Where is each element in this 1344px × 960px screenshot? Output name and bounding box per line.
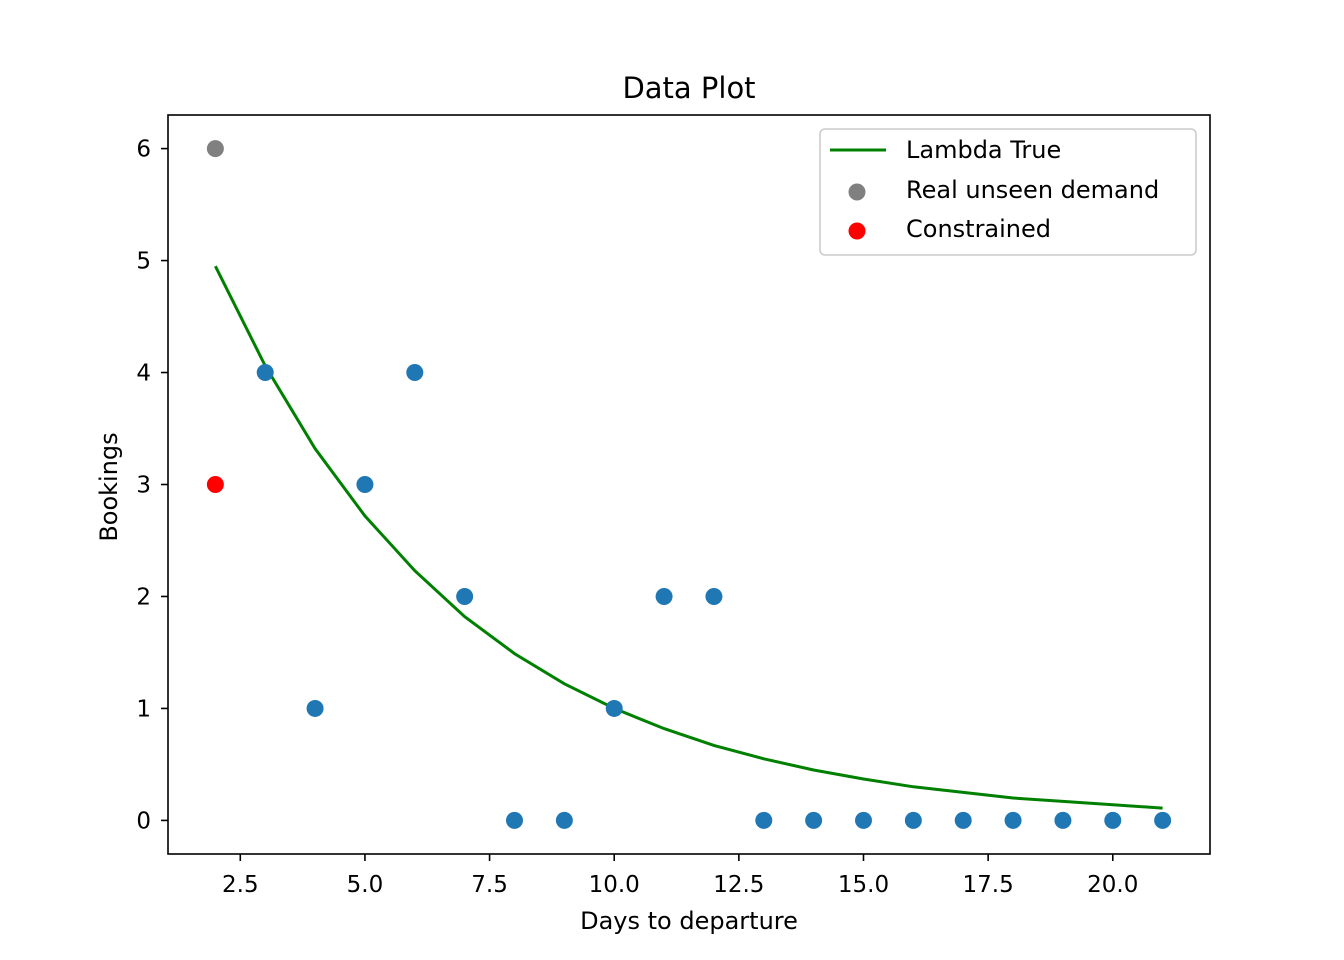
data-point	[655, 587, 673, 605]
y-tick-label: 5	[136, 249, 151, 275]
data-point	[1104, 811, 1122, 829]
x-tick-label: 5.0	[347, 872, 384, 898]
legend-label: Real unseen demand	[906, 176, 1159, 204]
data-point	[605, 699, 623, 717]
data-point	[306, 699, 324, 717]
data-point	[705, 587, 723, 605]
y-tick-label: 0	[136, 808, 151, 834]
data-point	[356, 476, 374, 493]
y-tick-label: 6	[136, 137, 151, 163]
data-point	[854, 811, 872, 829]
data-point	[954, 811, 972, 829]
y-tick-label: 2	[136, 584, 151, 610]
series-line-lambda-true	[214, 265, 1163, 810]
y-axis-label: Bookings	[95, 432, 123, 541]
data-point	[406, 364, 424, 382]
y-tick-label: 4	[136, 361, 151, 387]
legend-dot-marker	[848, 183, 866, 201]
x-tick-label: 20.0	[1087, 872, 1138, 898]
y-tick-label: 3	[136, 473, 151, 499]
x-tick-label: 15.0	[838, 872, 889, 898]
data-point	[506, 811, 524, 829]
data-point	[256, 364, 274, 382]
data-point	[1154, 811, 1172, 829]
data-point	[904, 811, 922, 829]
legend-label: Lambda True	[906, 136, 1061, 164]
x-tick-label: 2.5	[222, 872, 259, 898]
data-point	[755, 811, 773, 829]
x-tick-label: 10.0	[589, 872, 640, 898]
legend: Lambda True Real unseen demand Constrained	[819, 128, 1197, 256]
data-point	[456, 587, 474, 605]
legend-dot-marker	[848, 222, 866, 240]
legend-box	[819, 128, 1197, 256]
plot-area	[206, 140, 1172, 829]
chart-title: Data Plot	[622, 71, 755, 105]
data-point	[206, 140, 224, 158]
x-tick-label: 17.5	[963, 872, 1014, 898]
data-point	[555, 811, 573, 829]
data-point	[1054, 811, 1072, 829]
x-axis: 2.5 5.0 7.5 10.0 12.5 15.0 17.5 20.0	[222, 854, 1138, 898]
data-point	[1004, 811, 1022, 829]
data-point	[805, 811, 823, 829]
x-axis-label: Days to departure	[580, 907, 798, 935]
y-tick-label: 1	[136, 696, 151, 722]
x-tick-label: 7.5	[471, 872, 508, 898]
data-point	[206, 476, 224, 493]
y-axis: 0 1 2 3 4 5 6	[136, 137, 168, 834]
x-tick-label: 12.5	[713, 872, 764, 898]
legend-label: Constrained	[906, 215, 1051, 243]
